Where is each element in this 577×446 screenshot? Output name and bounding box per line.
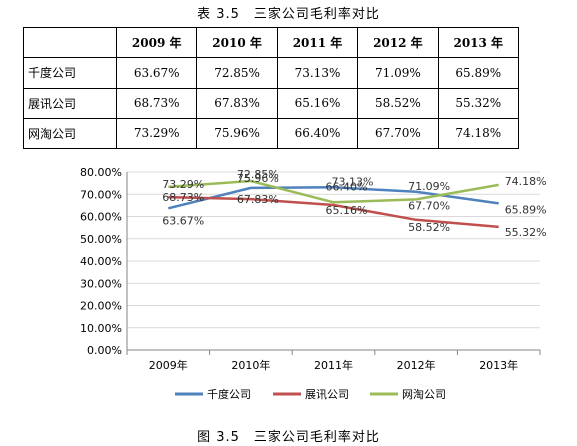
table-cell: 55.32% [437, 87, 520, 119]
data-label: 66.40% [326, 180, 368, 193]
data-label: 55.32% [505, 226, 547, 239]
table-row: 千度公司 63.67% 72.85% 73.13% 71.09% 65.89% [23, 57, 520, 89]
figure-caption: 图 3.5 三家公司毛利率对比 [197, 430, 380, 445]
table-cell: 63.67% [115, 57, 198, 89]
row-name: 千度公司 [23, 57, 117, 89]
x-tick-label: 2010年 [231, 358, 270, 372]
data-label: 67.70% [408, 199, 450, 212]
data-label: 74.18% [505, 175, 547, 188]
table-cell: 66.40% [276, 117, 359, 150]
row-name: 网淘公司 [23, 117, 117, 150]
x-tick-label: 2009年 [149, 358, 188, 372]
table-cell: 65.16% [276, 87, 359, 119]
y-tick-label: 50.00% [80, 233, 122, 246]
table-cell: 58.52% [357, 87, 439, 119]
table-cell: 68.73% [115, 87, 198, 119]
x-tick-label: 2012年 [397, 358, 436, 372]
gross-margin-table: 2009 年 2010 年 2011 年 2012 年 2013 年 千度公司 … [23, 26, 520, 150]
table-cell: 73.13% [276, 57, 359, 89]
header-2013: 2013 年 [437, 26, 520, 59]
data-label: 73.13% [332, 175, 374, 188]
header-2012: 2012 年 [357, 26, 439, 59]
y-tick-label: 70.00% [80, 188, 122, 201]
data-label: 65.16% [326, 204, 368, 217]
y-tick-label: 60.00% [80, 211, 122, 224]
data-label: 68.73% [162, 191, 204, 204]
y-tick-label: 0.00% [87, 344, 122, 357]
data-label: 65.89% [505, 203, 547, 216]
table-caption: 表 3.5 三家公司毛利率对比 [197, 7, 380, 22]
data-label: 63.67% [162, 214, 204, 227]
data-label: 67.83% [237, 193, 279, 206]
y-tick-label: 20.00% [80, 300, 122, 313]
x-tick-label: 2013年 [479, 358, 518, 372]
header-2010: 2010 年 [196, 26, 278, 59]
data-label: 75.96% [237, 172, 279, 185]
header-2009: 2009 年 [115, 26, 198, 59]
data-label: 71.09% [408, 180, 450, 193]
table-corner-cell [23, 26, 117, 59]
table-header-row: 2009 年 2010 年 2011 年 2012 年 2013 年 [23, 26, 520, 59]
table-row: 展讯公司 68.73% 67.83% 65.16% 58.52% 55.32% [23, 87, 520, 119]
table-cell: 65.89% [437, 57, 520, 89]
x-tick-label: 2011年 [314, 358, 353, 372]
legend-label: 千度公司 [207, 387, 251, 401]
series-line-2 [168, 195, 499, 229]
y-tick-label: 40.00% [80, 255, 122, 268]
table-cell: 73.29% [115, 117, 198, 150]
table-cell: 67.70% [357, 117, 439, 150]
gross-margin-line-chart: 0.00% 10.00% 20.00% 30.00% 40.00% 50.00% 60.00… [80, 166, 547, 401]
table-cell: 74.18% [437, 117, 520, 150]
y-tick-label: 80.00% [80, 166, 122, 179]
table-cell: 72.85% [196, 57, 278, 89]
table-cell: 71.09% [357, 57, 439, 89]
header-2011: 2011 年 [276, 26, 359, 59]
table-row: 网淘公司 73.29% 75.96% 66.40% 67.70% 74.18% [23, 117, 520, 150]
table-cell: 75.96% [196, 117, 278, 150]
row-name: 展讯公司 [23, 87, 117, 119]
legend-label: 网淘公司 [402, 388, 446, 401]
data-label: 58.52% [408, 221, 450, 234]
data-label: 73.29% [162, 178, 204, 191]
data-label: 72.85% [237, 168, 279, 181]
series-line-3 [168, 179, 499, 204]
table-cell: 67.83% [196, 87, 278, 119]
legend-label: 展讯公司 [305, 388, 349, 401]
y-tick-label: 10.00% [80, 322, 122, 335]
y-tick-label: 30.00% [80, 277, 122, 290]
